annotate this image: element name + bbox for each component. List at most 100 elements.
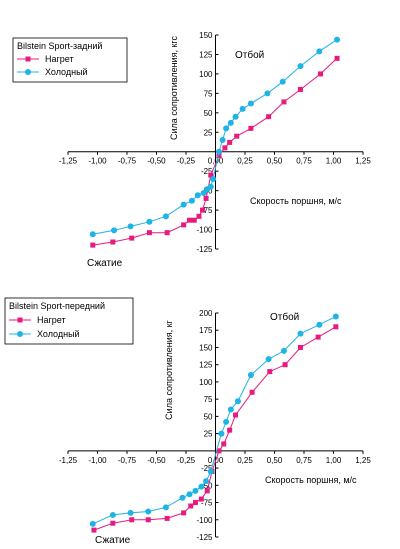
data-point-heated [164,515,170,521]
data-point-heated [281,99,287,105]
data-point-cold [162,213,169,220]
y-tick-label: 175 [199,326,213,335]
y-tick-label: 50 [204,109,213,118]
x-tick-label: 0,00 [208,157,224,166]
data-point-cold [334,36,341,43]
data-point-cold [219,137,226,144]
legend: Bilstein Sport-передний Нагрет Холодный [4,297,134,345]
data-point-heated [145,517,151,523]
data-point-cold [234,398,241,405]
legend-series-name: Нагрет [37,315,66,325]
annotation-rebound: Отбой [270,311,299,323]
y-tick-label: 75 [204,395,213,404]
y-tick-label: -125 [196,533,213,542]
y-tick-label: 150 [199,343,213,352]
chart-1: -1,25 -1,00 -0,75 -0,50 -0,25 0,00 0,25 0,50 0,7… [12,31,371,269]
data-point-cold [332,313,339,320]
data-point-heated [233,412,239,418]
annotation-rebound: Отбой [235,49,264,61]
data-point-cold [297,63,304,70]
data-point-cold [162,504,169,511]
data-point-cold [180,201,187,208]
data-point-heated [249,389,255,395]
data-point-cold [89,520,96,527]
x-axis-label: Скорость поршня, м/с [250,196,342,206]
data-point-heated [282,362,288,368]
x-tick-label: 1,25 [355,157,371,166]
data-point-cold [186,491,193,498]
data-point-cold [210,175,217,182]
data-point-heated [164,230,170,236]
data-point-heated [181,510,187,516]
y-tick-label: -75 [201,499,213,508]
data-point-heated [110,520,116,526]
x-tick-label: -0,25 [177,157,196,166]
data-point-cold [227,406,234,413]
x-tick-label: -1,00 [88,456,107,465]
data-point-cold [232,113,239,120]
x-tick-label: 1,25 [355,456,371,465]
x-tick-label: 0,75 [296,157,312,166]
legend-box [4,297,134,345]
data-point-cold [297,330,304,337]
y-tick-label: 125 [199,361,213,370]
data-point-cold [127,509,134,516]
data-point-cold [203,478,210,485]
data-point-cold [280,347,287,354]
series-line-heated [93,326,337,531]
legend-series-name: Нагрет [45,54,74,64]
y-tick-label: -75 [201,206,213,215]
x-tick-label: -1,00 [88,157,107,166]
data-point-heated [129,517,135,523]
data-point-heated [203,195,209,201]
data-point-cold [188,197,195,204]
data-point-cold [218,430,225,437]
data-point-heated [196,213,202,219]
y-tick-label: -100 [196,226,213,235]
data-point-cold [227,119,234,126]
data-point-heated [90,242,96,248]
y-tick-label: -25 [201,464,213,473]
legend-title: Bilstein Sport-задний [17,41,102,51]
data-point-heated [334,55,340,61]
data-point-cold [279,78,286,85]
x-tick-label: 0,25 [237,456,253,465]
legend-marker-cold [17,331,23,337]
data-point-heated [227,427,233,433]
x-tick-label: -1,25 [59,157,78,166]
data-point-cold [264,90,271,97]
legend-series-name: Холодный [45,67,88,77]
y-tick-label: 100 [199,378,213,387]
data-point-cold [127,223,134,230]
data-point-cold [265,356,272,363]
data-point-cold [223,418,230,425]
legend-marker-cold [25,69,31,75]
y-tick-label: -125 [196,245,213,254]
legend-box [12,37,128,83]
x-tick-label: -0,50 [147,157,166,166]
y-tick-label: 200 [199,309,213,318]
data-point-cold [198,483,205,490]
data-point-heated [91,527,97,533]
data-point-cold [89,231,96,238]
data-point-cold [145,508,152,515]
annotation-compression: Сжатие [87,258,123,269]
y-tick-label: 150 [199,31,213,40]
data-point-cold [247,100,254,107]
data-point-heated [208,172,214,178]
data-point-cold [216,148,223,155]
data-point-heated [110,239,116,245]
y-tick-label: -25 [201,167,213,176]
data-point-heated [222,145,228,151]
x-tick-label: 0,25 [237,157,253,166]
x-tick-label: -0,75 [118,157,137,166]
data-point-heated [204,488,210,494]
legend-series-name: Холодный [37,329,80,339]
legend-marker-heated [17,317,23,323]
data-point-heated [192,500,198,506]
data-point-heated [146,230,152,236]
data-point-cold [316,321,323,328]
x-tick-label: -0,75 [118,456,137,465]
data-point-cold [109,511,116,518]
